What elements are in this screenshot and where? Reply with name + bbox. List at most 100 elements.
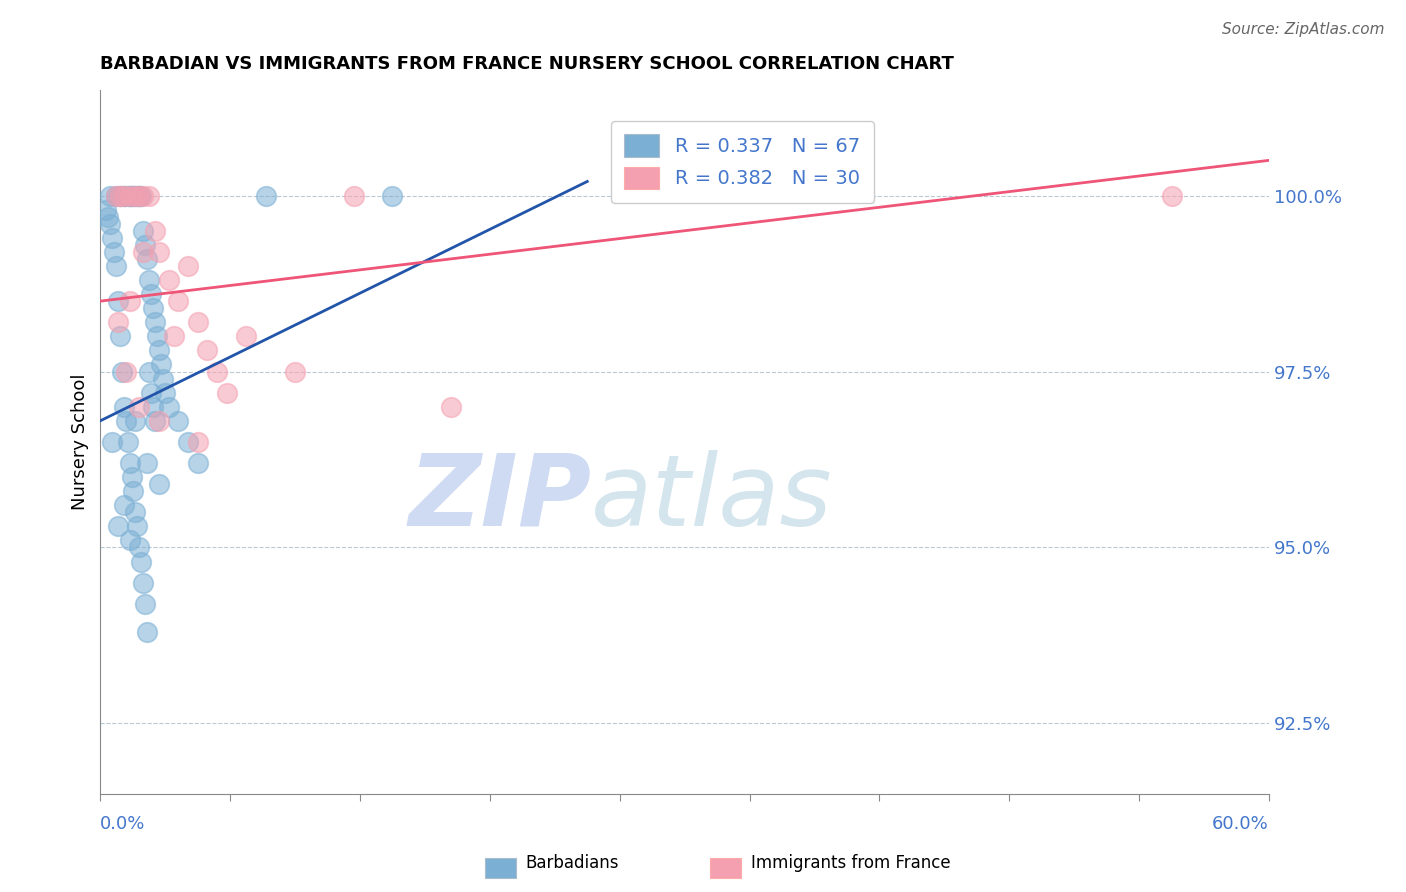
Point [121,470,143,484]
Point [146,329,169,343]
Text: 0.0%: 0.0% [100,815,146,833]
Point [112,498,135,512]
Point [205,364,228,378]
Point [187,315,209,329]
Point [118,294,141,309]
Point [136,624,159,639]
Point [97,210,120,224]
Point [143,414,166,428]
Point [197,343,219,358]
Point [132,244,155,259]
Point [118,188,141,202]
Point [136,252,159,266]
Point [148,343,170,358]
Point [138,273,160,287]
Point [215,385,238,400]
Point [1160,188,1182,202]
Point [149,358,172,372]
Point [440,400,463,414]
Point [118,188,141,202]
Point [142,301,165,315]
Point [122,484,145,499]
Point [187,434,209,449]
Point [114,364,136,378]
Point [177,259,200,273]
Text: Source: ZipAtlas.com: Source: ZipAtlas.com [1222,22,1385,37]
Point [101,434,124,449]
Point [128,188,150,202]
Point [111,364,134,378]
Point [118,533,141,548]
Point [104,188,127,202]
Point [103,244,125,259]
Point [381,188,404,202]
Point [167,414,190,428]
Point [118,456,141,470]
Y-axis label: Nursery School: Nursery School [72,374,89,510]
Point [132,224,155,238]
Point [139,385,162,400]
Point [112,188,135,202]
Point [148,477,170,491]
Point [98,188,121,202]
Point [112,188,135,202]
Point [108,188,131,202]
Point [128,188,150,202]
Point [132,575,155,590]
Point [284,364,307,378]
Point [124,188,146,202]
Point [167,294,190,309]
Point [128,188,150,202]
Point [342,188,364,202]
Point [235,329,257,343]
Point [153,385,176,400]
Point [142,400,165,414]
Text: Barbadians: Barbadians [526,854,620,871]
Point [107,294,129,309]
Text: ZIP: ZIP [408,450,591,547]
Point [132,188,155,202]
Point [128,541,150,555]
Point [101,231,124,245]
Point [127,519,149,533]
Text: Immigrants from France: Immigrants from France [751,854,950,871]
Point [177,434,200,449]
Point [96,202,118,217]
Point [187,456,209,470]
Point [117,434,139,449]
Point [112,400,135,414]
Point [107,315,129,329]
Point [143,315,166,329]
Point [117,188,139,202]
Point [136,456,159,470]
Point [124,505,146,519]
Point [143,224,166,238]
Point [108,188,131,202]
Point [112,188,135,202]
Point [157,400,180,414]
Point [104,259,127,273]
Point [108,329,131,343]
Point [138,188,160,202]
Point [139,287,162,301]
Point [138,364,160,378]
Point [148,414,170,428]
Point [124,414,146,428]
Text: BARBADIAN VS IMMIGRANTS FROM FRANCE NURSERY SCHOOL CORRELATION CHART: BARBADIAN VS IMMIGRANTS FROM FRANCE NURS… [100,55,955,73]
Point [107,519,129,533]
Point [152,371,174,385]
Point [148,244,170,259]
Point [122,188,145,202]
Legend: R = 0.337   N = 67, R = 0.382   N = 30: R = 0.337 N = 67, R = 0.382 N = 30 [610,120,873,202]
Text: 60.0%: 60.0% [1212,815,1270,833]
Point [254,188,277,202]
Point [98,217,121,231]
Point [163,329,186,343]
Point [157,273,180,287]
Point [114,414,136,428]
Text: atlas: atlas [591,450,832,547]
Point [118,188,141,202]
Point [121,188,143,202]
Point [124,188,146,202]
Point [134,597,156,611]
